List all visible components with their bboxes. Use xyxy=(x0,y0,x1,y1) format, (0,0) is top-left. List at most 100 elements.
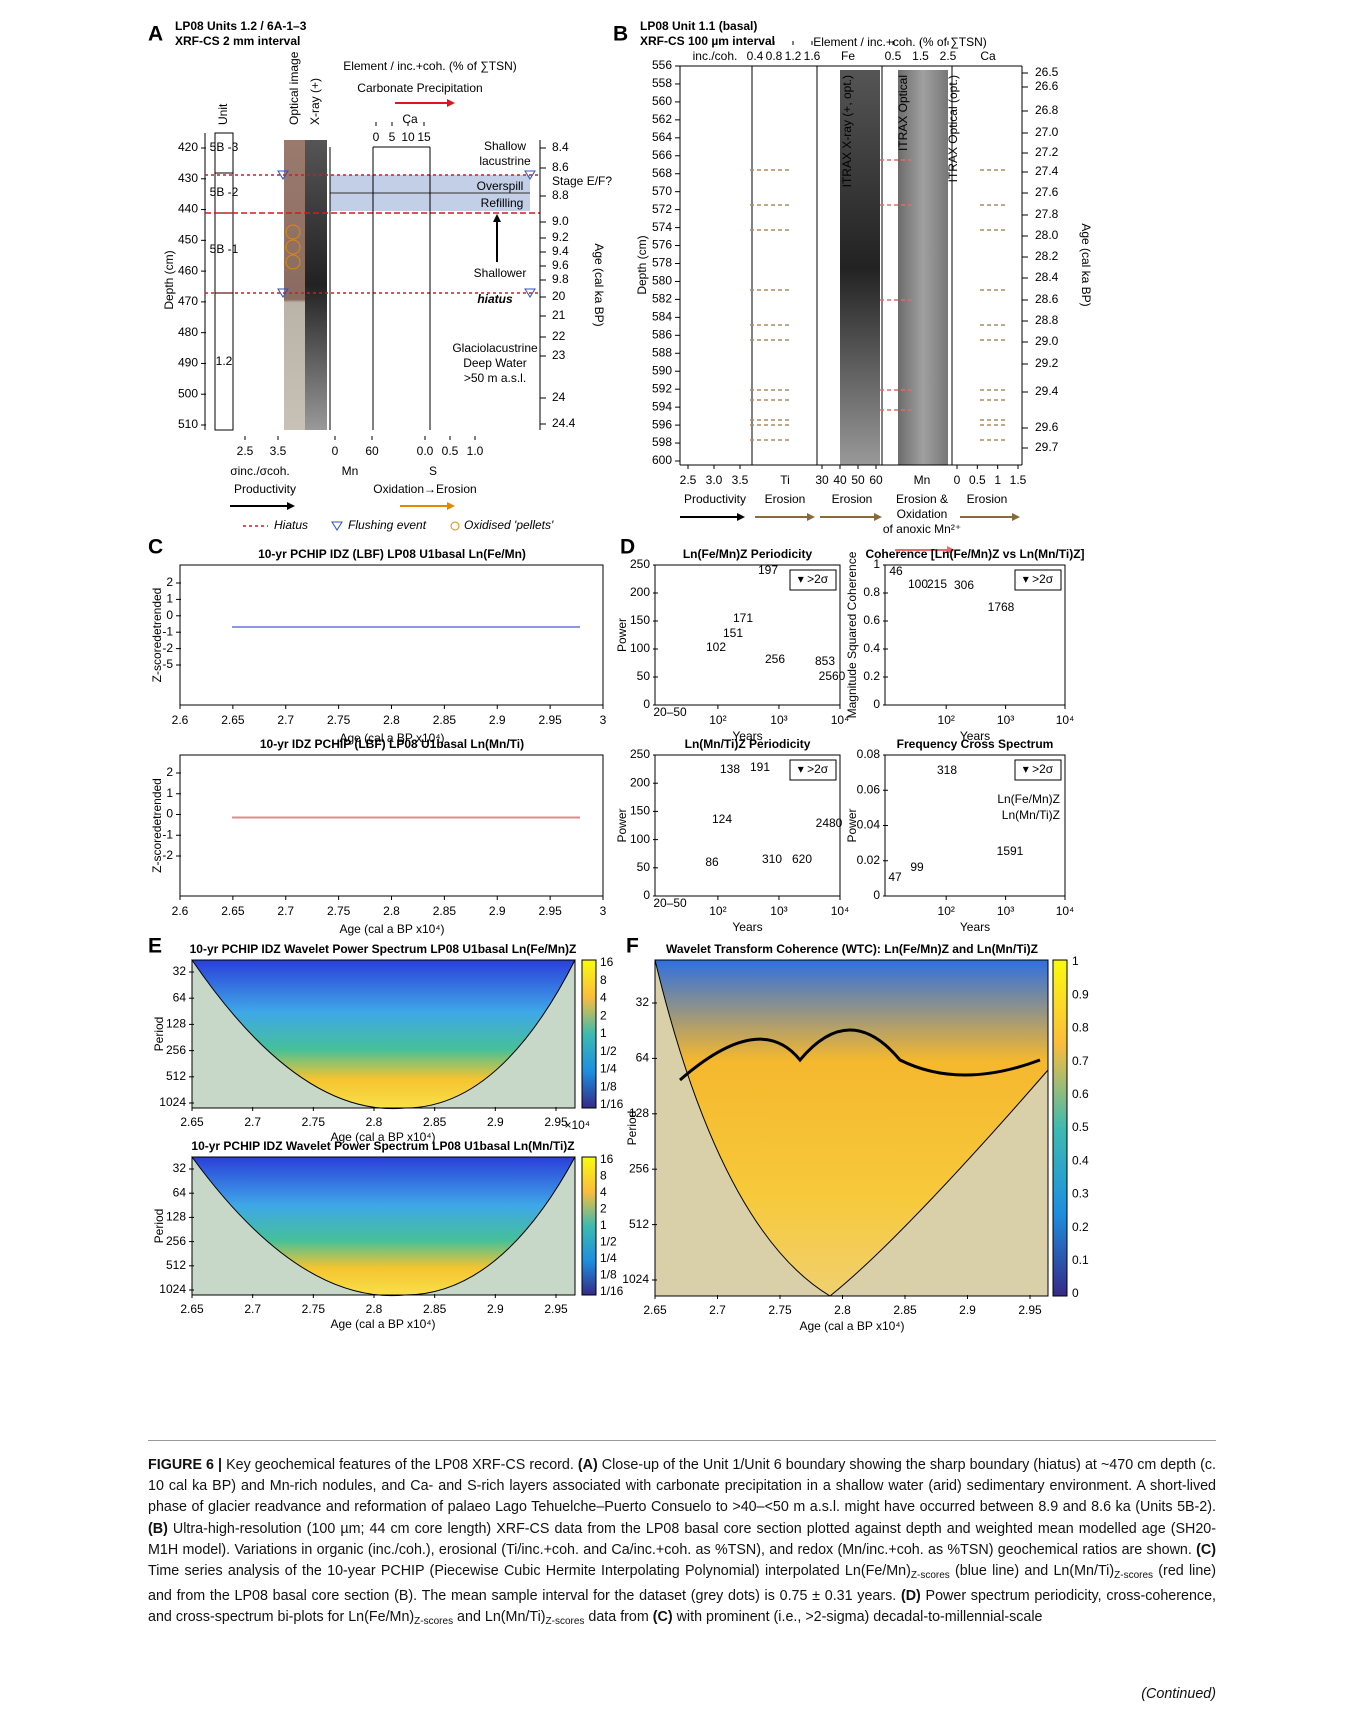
y-tick-label: 0.06 xyxy=(857,782,881,796)
mn-core xyxy=(898,70,948,465)
y-tick-label: 250 xyxy=(630,557,650,571)
column-label: Optical image xyxy=(287,51,301,125)
x-tick-label: 2.65 xyxy=(221,713,245,727)
axis-title: Power xyxy=(845,808,859,842)
y-tick-label: 100 xyxy=(630,641,650,655)
y-tick-label: 584 xyxy=(652,310,672,324)
flushing-marker xyxy=(524,288,536,298)
y2-tick-label: 28.8 xyxy=(1035,313,1059,327)
x-tick-label: 2.8 xyxy=(383,713,400,727)
arrow-head xyxy=(287,502,295,510)
y-tick-label: 2 xyxy=(166,765,173,779)
axis-title: Z-scoredetrended xyxy=(150,778,164,873)
peak-label: 1591 xyxy=(997,844,1024,858)
x-tick-label: 1.0 xyxy=(467,444,484,458)
x-tick-label: 2.5 xyxy=(237,444,254,458)
axis-title: Mn xyxy=(342,464,359,478)
arrow-head xyxy=(493,214,501,222)
unit-label: 5B -1 xyxy=(210,242,239,256)
top-tick-label: 2.5 xyxy=(940,49,957,63)
peak-label: 20–50 xyxy=(653,705,687,719)
column-label: Unit xyxy=(216,103,230,125)
y-tick-label: 32 xyxy=(173,964,187,978)
y-tick-label: 560 xyxy=(652,94,672,108)
plot-frame xyxy=(179,564,604,706)
x-tick-label: 3 xyxy=(600,713,607,727)
y-tick-label: 150 xyxy=(630,804,650,818)
plot-title: 10-yr PCHIP IDZ (LBF) LP08 U1basal Ln(Fe… xyxy=(258,547,526,561)
axis-title: Ti xyxy=(780,473,790,487)
axis-title: Power xyxy=(615,808,629,842)
arrow-label: of anoxic Mn²⁺ xyxy=(883,522,961,536)
y2-tick-label: 23 xyxy=(552,348,566,362)
x-tick-label: 0 xyxy=(373,130,380,144)
y-tick-label: 568 xyxy=(652,166,672,180)
y-tick-label: 578 xyxy=(652,256,672,270)
x-tick-label: 0.5 xyxy=(969,473,986,487)
x-tick-label: 2.9 xyxy=(489,713,506,727)
y-tick-label: 596 xyxy=(652,417,672,431)
y-tick-label: 582 xyxy=(652,292,672,306)
y2-tick-label: 29.6 xyxy=(1035,420,1059,434)
x-tick-label: 2.95 xyxy=(544,1302,568,1316)
colorbar-tick-label: 8 xyxy=(600,1169,607,1183)
y2-tick-label: 28.6 xyxy=(1035,292,1059,306)
axis-title: Years xyxy=(960,729,990,743)
plot-title: 10-yr IDZ PCHIP (LBF) LP08 U1basal Ln(Mn… xyxy=(260,737,524,751)
annotation: Stage E/F? xyxy=(552,174,612,188)
y2-tick-label: 8.4 xyxy=(552,140,569,154)
colorbar-tick-label: 0.5 xyxy=(1072,1120,1089,1134)
x-tick-label: 2.7 xyxy=(244,1302,261,1316)
y-tick-label: 430 xyxy=(178,171,198,185)
y-tick-label: -1 xyxy=(162,827,173,841)
y-tick-label: 512 xyxy=(166,1069,186,1083)
y-tick-label: 420 xyxy=(178,140,198,154)
y-tick-label: 64 xyxy=(173,990,187,1004)
caption-run: Z-scores xyxy=(414,1616,454,1628)
legend-box xyxy=(789,759,837,781)
x-tick-label: 2.8 xyxy=(366,1302,383,1316)
panel-title: LP08 Unit 1.1 (basal) xyxy=(640,19,757,33)
flushing-marker xyxy=(277,288,289,298)
x-tick-label: 2.75 xyxy=(327,713,351,727)
y-tick-label: -2 xyxy=(162,641,173,655)
x-tick-label: 10⁴ xyxy=(1056,904,1075,918)
axis-title: S xyxy=(429,464,437,478)
x-tick-label: 2.8 xyxy=(834,1303,851,1317)
y-tick-label: 0.6 xyxy=(863,613,880,627)
x-tick-label: 40 xyxy=(833,473,847,487)
x-tick-label: 2.85 xyxy=(433,904,457,918)
colorbar-tick-label: 0.2 xyxy=(1072,1220,1089,1234)
y-tick-label: 0 xyxy=(643,888,650,902)
peak-label: 197 xyxy=(758,563,778,577)
y-tick-label: 32 xyxy=(173,1161,187,1175)
column-label: Ca xyxy=(980,49,996,63)
x-tick-label: 2.7 xyxy=(709,1303,726,1317)
y-tick-label: 580 xyxy=(652,274,672,288)
y2-tick-label: 9.0 xyxy=(552,214,569,228)
flushing-marker xyxy=(524,170,536,180)
x-tick-label: 10³ xyxy=(770,904,787,918)
panel-letter: F xyxy=(626,935,639,958)
x-tick-label: 2.75 xyxy=(768,1303,792,1317)
axis-exponent: ×10⁴ xyxy=(564,1118,590,1132)
peak-label: 620 xyxy=(792,852,812,866)
x-tick-label: 0.5 xyxy=(442,444,459,458)
xray-core xyxy=(305,140,327,430)
y-tick-label: 1024 xyxy=(159,1095,186,1109)
panel-letter: B xyxy=(613,23,628,46)
x-tick-label: 10² xyxy=(938,713,955,727)
axis-title: Age (cal ka BP) xyxy=(592,243,606,326)
x-tick-label: 2.65 xyxy=(221,904,245,918)
unit-label: 1.2 xyxy=(216,354,233,368)
x-tick-label: 0.0 xyxy=(417,444,434,458)
caption-run: Z-scores xyxy=(910,1570,950,1582)
y-tick-label: 50 xyxy=(637,860,651,874)
y-tick-label: 0 xyxy=(166,608,173,622)
caption-run: (B) xyxy=(148,1520,168,1537)
fe-core xyxy=(840,70,880,465)
column-label: Fe xyxy=(841,49,855,63)
y-tick-label: 1024 xyxy=(622,1272,649,1286)
caption-run: Key geochemical features of the LP08 XRF… xyxy=(222,1457,578,1473)
y-tick-label: 562 xyxy=(652,112,672,126)
